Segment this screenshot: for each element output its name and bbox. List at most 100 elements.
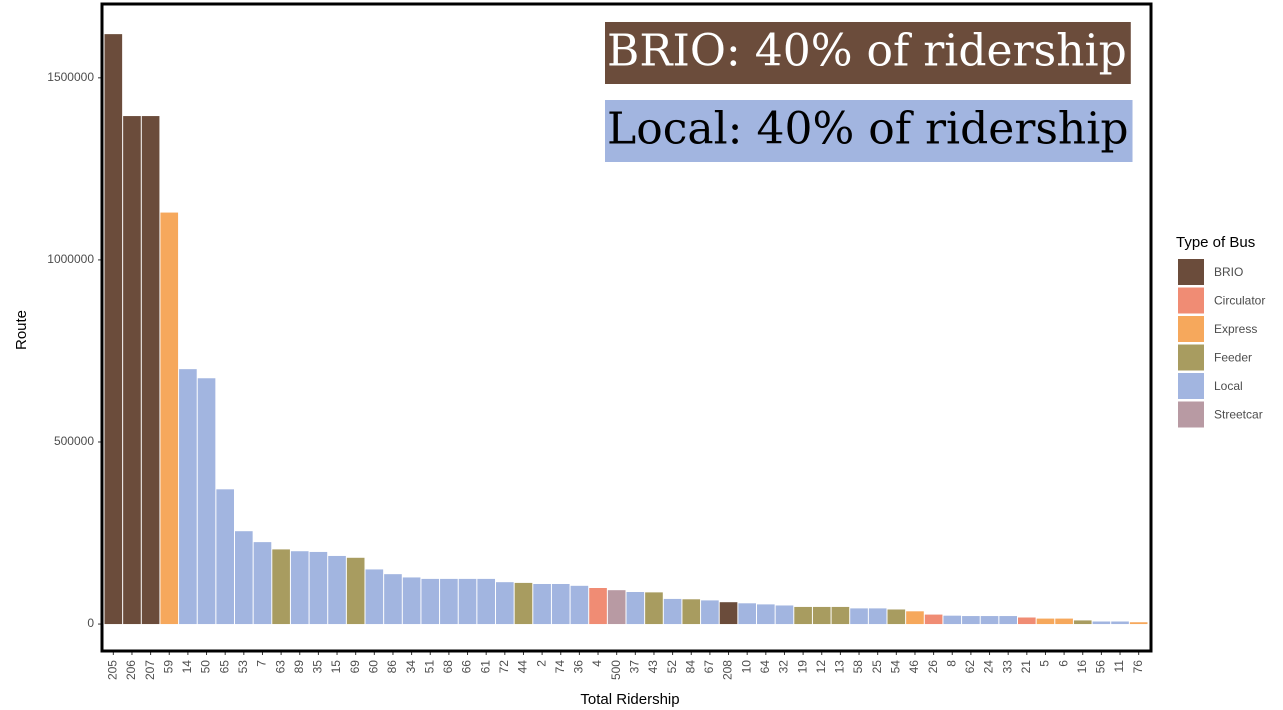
bar — [980, 616, 999, 625]
legend-swatch — [1178, 401, 1204, 428]
annotation: Local: 40% of ridership — [607, 104, 1129, 155]
bar — [607, 590, 626, 625]
bar — [290, 551, 309, 625]
bar — [887, 609, 906, 625]
x-tick-label: 61 — [478, 660, 492, 674]
bar — [496, 582, 514, 625]
bar — [346, 557, 365, 625]
x-tick-label: 62 — [963, 660, 977, 674]
y-tick-label: 500000 — [54, 434, 94, 448]
bar — [850, 608, 868, 625]
legend-swatch — [1178, 316, 1204, 342]
x-tick-label: 7 — [255, 660, 269, 667]
x-tick-label: 5 — [1038, 660, 1052, 667]
x-tick-label: 25 — [870, 660, 884, 674]
bar — [1111, 621, 1129, 625]
bar — [924, 614, 943, 625]
bar — [682, 599, 701, 625]
bar — [533, 583, 551, 625]
x-tick-label: 89 — [292, 660, 306, 674]
x-tick-label: 6 — [1056, 660, 1070, 667]
x-tick-label: 206 — [124, 660, 138, 680]
bar — [440, 578, 458, 625]
bar — [812, 606, 831, 625]
x-tick-label: 12 — [814, 660, 828, 674]
x-tick-label: 35 — [311, 660, 325, 674]
legend-label: Local — [1214, 379, 1243, 393]
x-tick-label: 15 — [329, 660, 343, 674]
bar — [589, 588, 607, 625]
x-tick-label: 53 — [236, 660, 250, 674]
x-tick-label: 16 — [1075, 660, 1089, 674]
bar — [104, 34, 123, 625]
x-tick-label: 58 — [851, 660, 865, 674]
x-tick-label: 500 — [609, 660, 623, 680]
x-tick-label: 2 — [534, 660, 548, 667]
bar — [123, 116, 141, 625]
bar — [794, 606, 812, 625]
bar — [272, 549, 290, 625]
bar — [719, 602, 738, 625]
x-tick-label: 8 — [944, 660, 958, 667]
bar — [626, 592, 645, 625]
annotation-box — [605, 22, 1131, 84]
x-tick-label: 65 — [217, 660, 231, 674]
bar — [141, 116, 160, 625]
legend-label: Streetcar — [1214, 408, 1263, 422]
legend-swatch — [1178, 344, 1204, 371]
x-tick-label: 36 — [572, 660, 586, 674]
bar — [999, 616, 1017, 625]
plot-border — [100, 2, 1153, 653]
bar — [384, 574, 402, 625]
bar — [663, 598, 682, 625]
y-axis-label: Route — [13, 310, 30, 350]
bar — [701, 600, 719, 625]
x-tick-label: 34 — [404, 660, 418, 674]
bar — [421, 578, 440, 625]
annotation-box — [605, 100, 1133, 162]
x-tick-label: 33 — [1000, 660, 1014, 674]
bar — [775, 605, 794, 625]
legend-label: Express — [1214, 322, 1257, 336]
legend-label: BRIO — [1214, 265, 1243, 279]
bar — [831, 606, 850, 625]
x-tick-label: 44 — [516, 660, 530, 674]
bar — [757, 604, 775, 625]
bar — [943, 615, 962, 625]
y-tick-label: 1000000 — [47, 252, 94, 266]
y-tick-label: 1500000 — [47, 70, 94, 84]
x-tick-label: 21 — [1019, 660, 1033, 674]
x-tick-label: 50 — [199, 660, 213, 674]
bar — [962, 616, 980, 625]
annotation: BRIO: 40% of ridership — [607, 26, 1127, 77]
bar — [645, 592, 663, 625]
bar — [402, 577, 421, 625]
x-tick-label: 11 — [1112, 660, 1126, 673]
legend-label: Feeder — [1214, 351, 1252, 365]
x-tick-label: 13 — [833, 660, 847, 674]
x-tick-label: 69 — [348, 660, 362, 674]
bar — [216, 489, 234, 625]
legend-swatch — [1178, 259, 1204, 285]
bar — [514, 582, 533, 625]
x-tick-label: 76 — [1131, 660, 1145, 674]
x-tick-label: 32 — [777, 660, 791, 674]
x-tick-label: 19 — [795, 660, 809, 674]
x-tick-label: 56 — [1094, 660, 1108, 674]
x-tick-label: 64 — [758, 660, 772, 674]
bar — [1073, 620, 1092, 625]
x-tick-label: 208 — [721, 660, 735, 680]
x-tick-label: 60 — [366, 660, 380, 674]
x-tick-label: 207 — [143, 660, 157, 680]
x-tick-label: 67 — [702, 660, 716, 674]
bar — [365, 569, 384, 625]
bar — [1055, 618, 1073, 625]
bar — [551, 583, 570, 625]
x-tick-label: 46 — [907, 660, 921, 674]
x-tick-label: 66 — [460, 660, 474, 674]
bar — [1129, 622, 1148, 625]
x-tick-label: 205 — [105, 660, 119, 680]
legend-title: Type of Bus — [1176, 234, 1255, 251]
bar — [868, 608, 887, 625]
